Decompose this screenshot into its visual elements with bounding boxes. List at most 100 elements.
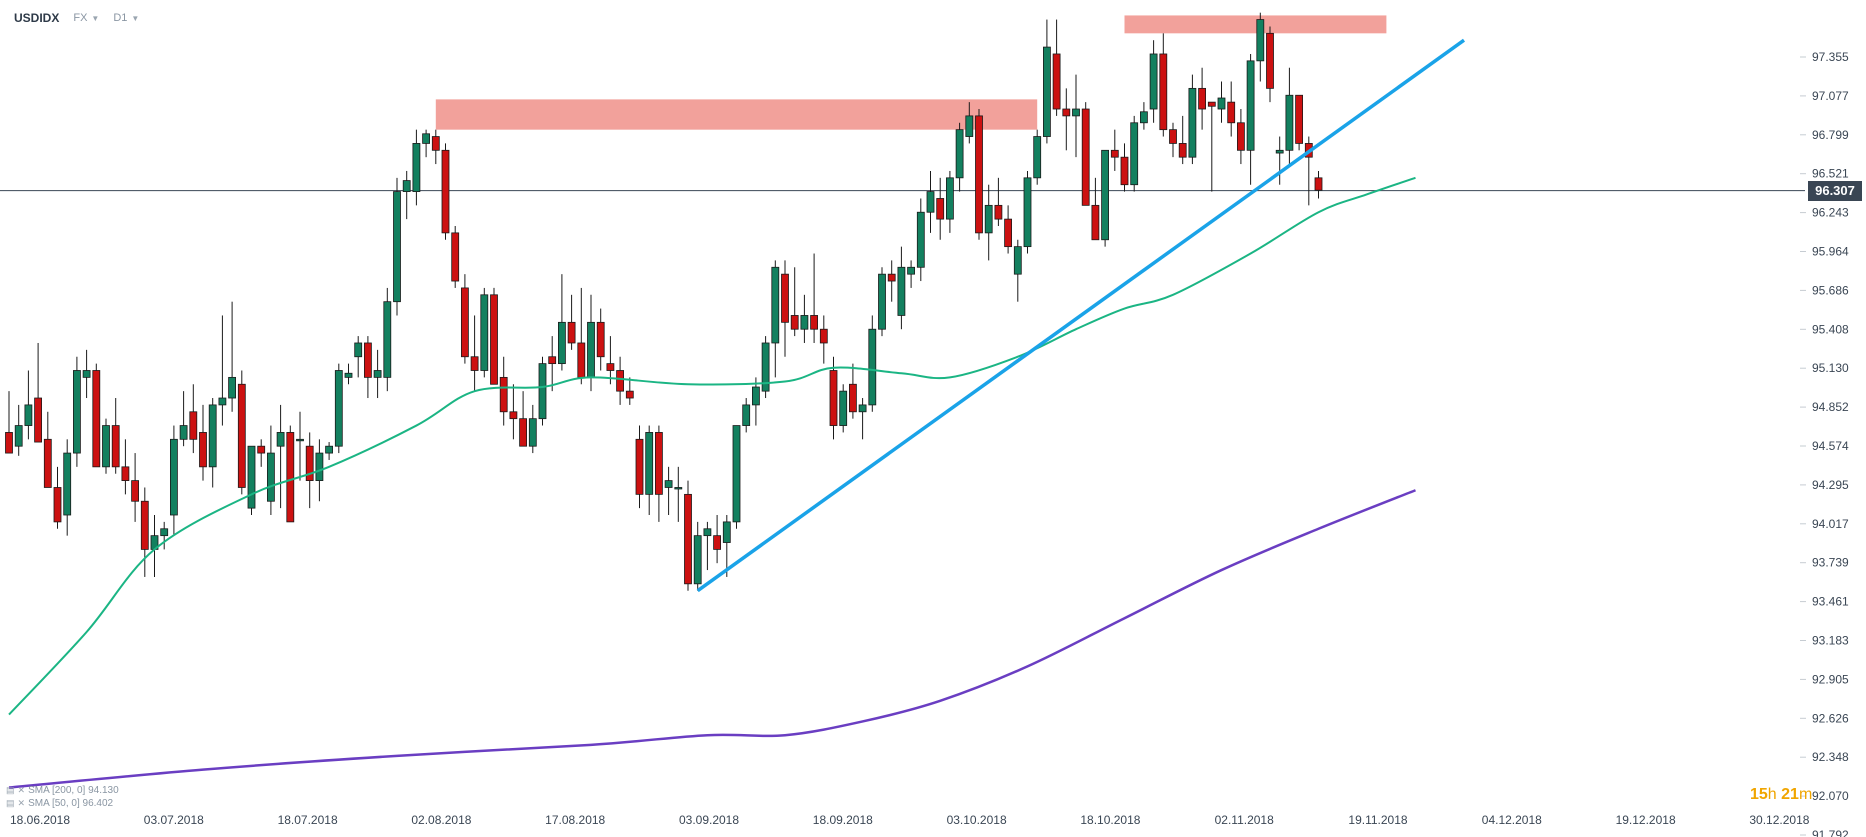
time-tick-label: 04.12.2018 — [1482, 813, 1542, 827]
indicator-legend: ▤ ✕ SMA [200, 0] 94.130 ▤ ✕ SMA [50, 0] … — [6, 784, 119, 810]
candle-body — [684, 493, 692, 585]
candle — [82, 349, 91, 399]
candle — [92, 363, 101, 468]
candle-body — [82, 370, 91, 378]
candle-body — [1110, 149, 1119, 158]
candle-body — [509, 411, 518, 420]
candle — [490, 287, 498, 385]
candle-body — [878, 273, 886, 330]
timeframe-dropdown[interactable]: D1 ▼ — [113, 12, 139, 24]
candle-body — [577, 342, 586, 378]
candle — [1178, 115, 1187, 165]
candle-body — [189, 411, 198, 440]
trendline[interactable] — [696, 38, 1466, 593]
legend-sma50[interactable]: ▤ ✕ SMA [50, 0] 96.402 — [6, 797, 119, 810]
candle-body — [218, 397, 227, 406]
candle-body — [868, 328, 877, 406]
candle — [1033, 129, 1042, 185]
candle — [1314, 170, 1323, 199]
candle — [1110, 129, 1119, 171]
candle-body — [1246, 60, 1255, 151]
candle-body — [34, 397, 42, 443]
close-icon[interactable]: ✕ — [17, 798, 26, 808]
candle — [150, 515, 159, 577]
candle — [102, 418, 110, 474]
candle — [43, 411, 52, 488]
candle-body — [1227, 101, 1236, 124]
candle-body — [1149, 53, 1158, 110]
candle — [713, 515, 721, 564]
candle — [509, 384, 518, 440]
settings-icon[interactable]: ▤ — [6, 785, 15, 795]
candle-body — [460, 287, 469, 358]
candle — [664, 466, 673, 516]
close-icon[interactable]: ✕ — [17, 785, 26, 795]
candle-body — [1266, 32, 1274, 89]
candle — [1081, 102, 1090, 206]
candle — [179, 391, 188, 447]
candle — [907, 260, 915, 288]
candle — [655, 425, 663, 522]
price-tick-label: 92.905 — [1812, 672, 1849, 686]
price-tick-label: 93.461 — [1812, 595, 1849, 609]
countdown-h-unit: h — [1767, 786, 1777, 803]
candle-body — [179, 425, 188, 440]
candle-body — [344, 372, 353, 378]
candle-body — [373, 370, 382, 378]
candle — [984, 184, 993, 261]
candle-body — [742, 404, 751, 426]
candle-body — [131, 480, 140, 502]
time-tick-label: 18.10.2018 — [1080, 813, 1140, 827]
candle — [703, 521, 712, 571]
candle-body — [422, 133, 431, 144]
price-tick-label: 94.574 — [1812, 439, 1849, 453]
candle-body — [558, 321, 566, 365]
candle — [1159, 33, 1168, 137]
settings-icon[interactable]: ▤ — [6, 798, 15, 808]
candle-body — [1207, 101, 1216, 107]
candle-body — [528, 418, 537, 447]
candle-body — [393, 191, 401, 303]
candle — [344, 363, 353, 385]
candle-body — [519, 418, 527, 447]
candle — [752, 377, 760, 426]
candle-body — [1072, 108, 1080, 117]
candle — [393, 177, 401, 316]
candle-body — [965, 115, 974, 137]
candle — [1227, 81, 1236, 137]
market-dropdown[interactable]: FX ▼ — [73, 12, 99, 24]
time-tick-label: 18.06.2018 — [10, 813, 70, 827]
price-tick-label: 92.626 — [1812, 711, 1849, 725]
candle-body — [926, 191, 935, 213]
candle — [936, 177, 945, 240]
candle — [693, 521, 702, 591]
price-tick-label: 95.130 — [1812, 361, 1849, 375]
candle — [228, 301, 237, 412]
candle — [140, 487, 149, 577]
candle — [528, 404, 537, 454]
candle — [189, 384, 198, 454]
candle — [1246, 53, 1255, 185]
legend-sma200[interactable]: ▤ ✕ SMA [200, 0] 94.130 — [6, 784, 119, 797]
candle-body — [693, 535, 702, 585]
time-tick-label: 03.07.2018 — [144, 813, 204, 827]
candle — [616, 356, 624, 405]
candle-body — [849, 383, 857, 413]
candle-body — [897, 266, 906, 316]
candle-body — [334, 370, 343, 447]
symbol-label[interactable]: USDIDX — [14, 11, 60, 25]
candle — [1072, 74, 1080, 158]
resistance-zone — [435, 99, 1038, 130]
candle-body — [1023, 177, 1032, 248]
candle-body — [1198, 87, 1206, 110]
chevron-down-icon: ▼ — [131, 13, 140, 23]
candle — [199, 404, 207, 481]
candle — [169, 425, 178, 536]
candle — [1207, 101, 1216, 192]
candle — [975, 109, 983, 240]
candle — [121, 439, 130, 495]
candle-body — [829, 370, 838, 426]
candle-body — [451, 232, 460, 282]
candle — [286, 425, 295, 523]
